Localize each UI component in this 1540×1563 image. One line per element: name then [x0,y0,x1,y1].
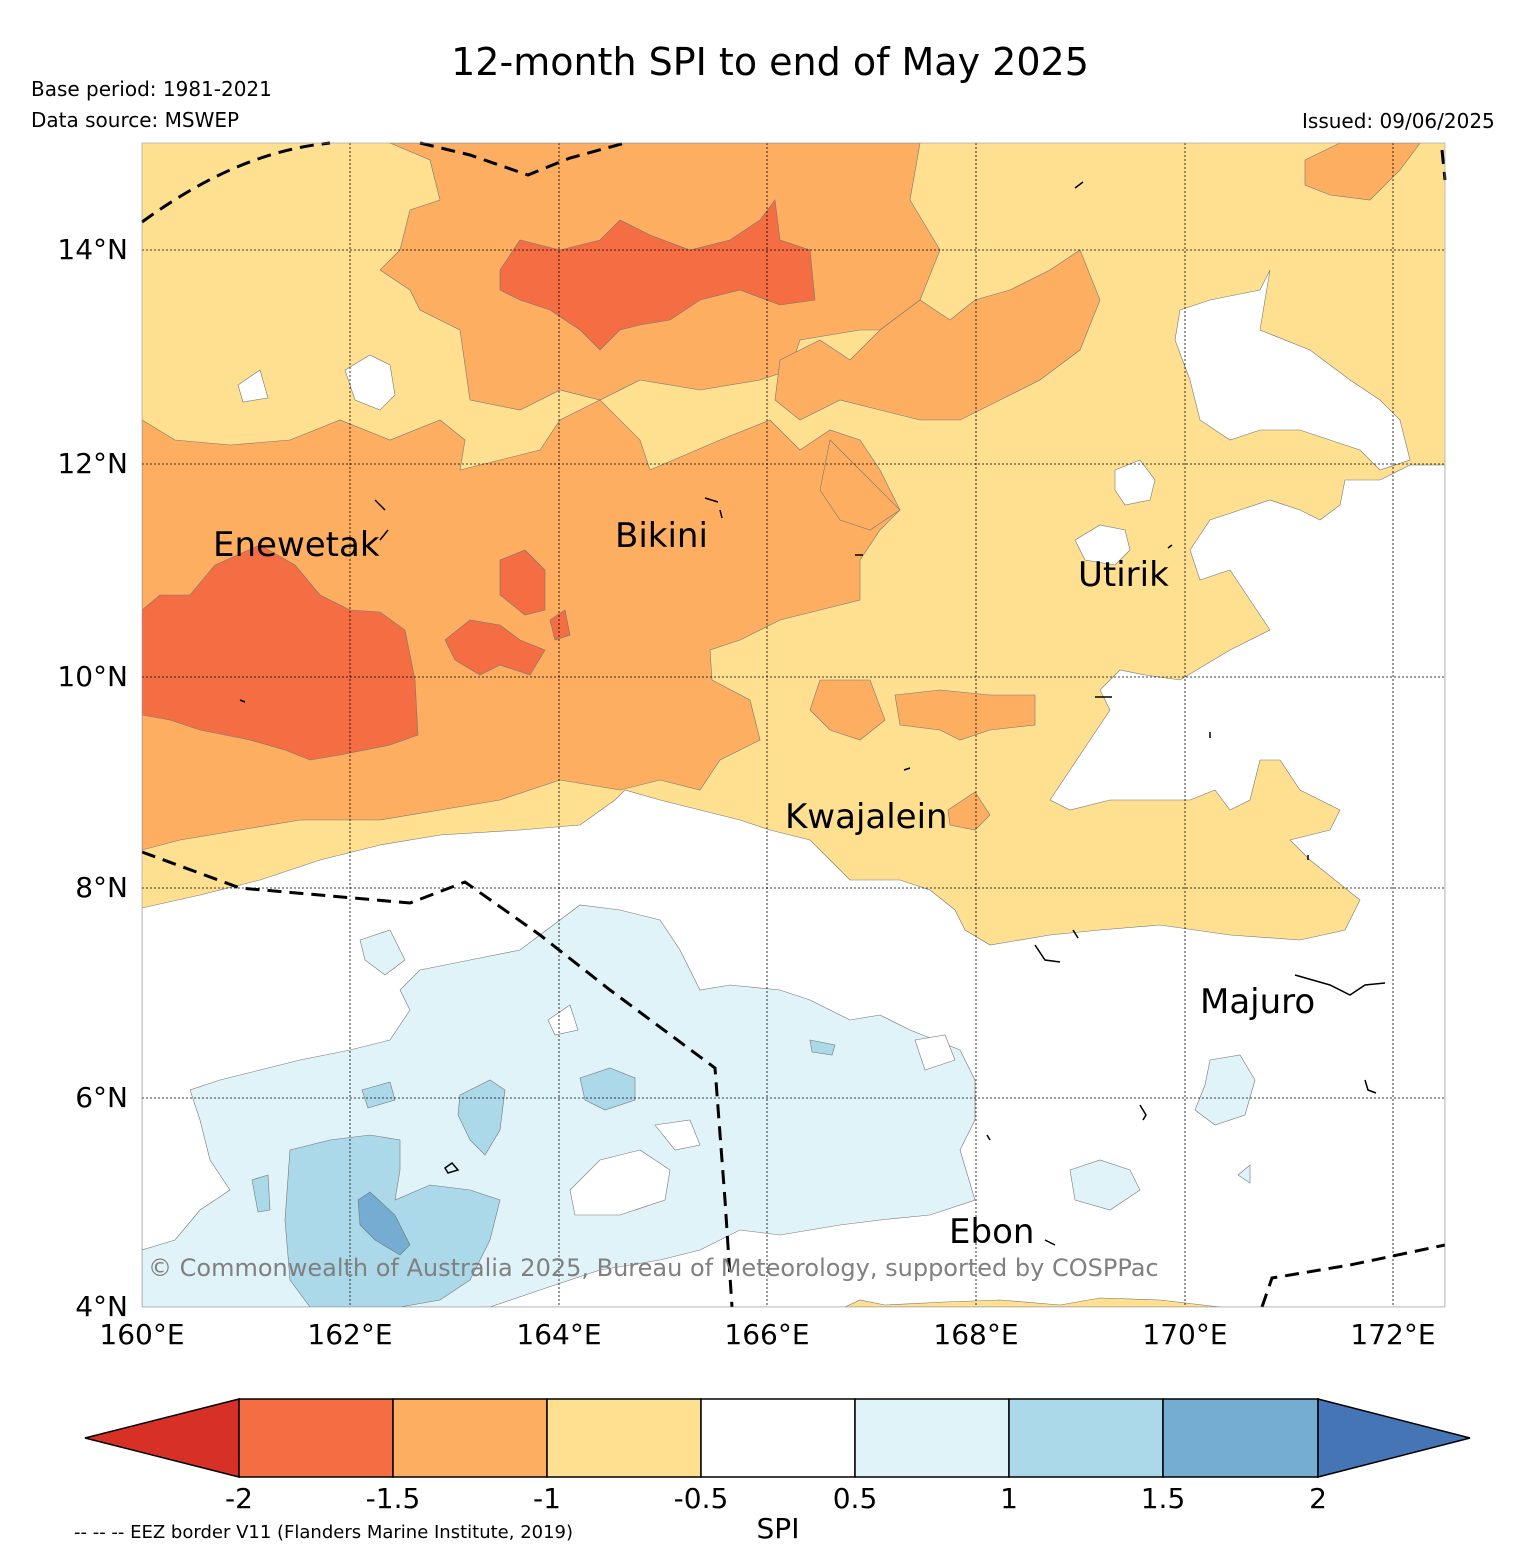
lat-label-10n: 10°N [57,660,128,693]
spi-band-wet-severe [357,1191,411,1256]
lat-label-12n: 12°N [57,447,128,480]
spi-band-wet-moderate [361,1081,396,1109]
spi-band-wet-mild [1194,1054,1256,1126]
spi-band-dry-moderate [947,791,991,831]
spi-field [142,143,1445,1307]
colorbar-bin [238,1398,394,1478]
colorbar-label: SPI [756,1512,800,1545]
place-label-bikini: Bikini [615,516,708,556]
eez-note-text: -- -- -- EEZ border V11 (Flanders Marine… [74,1522,574,1543]
colorbar-bin [1008,1398,1164,1478]
place-label-ebon: Ebon [949,1212,1034,1252]
eez-border [141,141,1447,1308]
copyright-text: © Commonwealth of Australia 2025, Bureau… [148,1254,1159,1282]
spi-band-near-normal [914,1034,956,1071]
spi-band-near-normal [1074,524,1131,566]
spi-band-near-normal [654,1119,701,1151]
place-label-enewetak: Enewetak [213,525,380,565]
issued-date-text: Issued: 09/06/2025 [1302,109,1495,133]
chart-title: 12-month SPI to end of May 2025 [451,40,1089,84]
spi-band-near-normal [1174,269,1411,471]
spi-band-near-normal [547,1004,579,1036]
map-frame [141,142,1446,1308]
lon-label-168e: 168°E [933,1318,1018,1351]
spi-band-dry-severe [142,544,419,761]
colorbar-bin [700,1398,856,1478]
spi-band-dry-severe [499,199,816,351]
colorbar-bin [854,1398,1010,1478]
spi-band-wet-moderate [579,1067,636,1111]
colorbar-bin [1162,1398,1319,1478]
place-labels: Enewetak Bikini Utirik Kwajalein Majuro … [213,516,1315,1252]
spi-band-near-normal [344,354,396,411]
spi-band-wet-moderate [809,1039,836,1056]
lon-label-170e: 170°E [1142,1318,1227,1351]
lon-label-172e: 172°E [1350,1318,1435,1351]
spi-band-dry-moderate [819,439,901,531]
place-label-kwajalein: Kwajalein [785,797,948,837]
colorbar-tick: -0.5 [674,1482,729,1515]
spi-band-wet-moderate [251,1174,271,1213]
colorbar-tick: 0.5 [833,1482,878,1515]
spi-band-dry-severe [549,609,571,641]
place-label-majuro: Majuro [1200,982,1315,1022]
lat-label-14n: 14°N [57,233,128,266]
base-period-text: Base period: 1981-2021 [31,77,272,101]
colorbar-tick: -1 [533,1482,561,1515]
lon-label-166e: 166°E [724,1318,809,1351]
lon-label-164e: 164°E [516,1318,601,1351]
place-label-utirik: Utirik [1078,555,1169,595]
colorbar-bin [546,1398,702,1478]
colorbar-extend-low [84,1398,240,1478]
colorbar-tick: 1 [1000,1482,1018,1515]
spi-band-wet-moderate [457,1079,506,1156]
colorbar-extend-high [1317,1398,1471,1478]
colorbar-tick: -1.5 [366,1482,421,1515]
spi-band-dry-moderate [1304,143,1421,201]
lon-label-162e: 162°E [307,1318,392,1351]
spi-band-wet-mild [359,929,406,976]
data-source-text: Data source: MSWEP [31,108,240,132]
spi-band-dry-mild [844,1297,1221,1307]
spi-band-dry-moderate [809,679,886,741]
lon-label-160e: 160°E [99,1318,184,1351]
spi-band-dry-severe [444,619,546,676]
lat-label-8n: 8°N [75,871,128,904]
graticule [142,143,1445,1307]
spi-band-near-normal [569,1149,671,1216]
lat-label-6n: 6°N [75,1081,128,1114]
colorbar-tick: 1.5 [1141,1482,1186,1515]
spi-band-wet-mild [1237,1164,1251,1184]
longitude-labels: 160°E 162°E 164°E 166°E 168°E 170°E 172°… [99,1318,1435,1351]
spi-band-wet-mild [1069,1159,1141,1211]
spi-band-dry-moderate [894,689,1036,741]
colorbar-tick: 2 [1309,1482,1327,1515]
spi-band-dry-moderate [774,249,1101,421]
spi-band-near-normal [1114,459,1156,506]
spi-band-dry-severe [499,549,546,616]
colorbar-ticks: -2 -1.5 -1 -0.5 0.5 1 1.5 2 [225,1482,1327,1515]
colorbar-bin [392,1398,548,1478]
colorbar [84,1398,1471,1478]
colorbar-tick: -2 [225,1482,253,1515]
lat-label-4n: 4°N [75,1290,128,1323]
atoll-outlines [239,181,1386,1246]
spi-band-near-normal [237,369,269,403]
latitude-labels: 4°N 6°N 8°N 10°N 12°N 14°N [57,233,128,1323]
